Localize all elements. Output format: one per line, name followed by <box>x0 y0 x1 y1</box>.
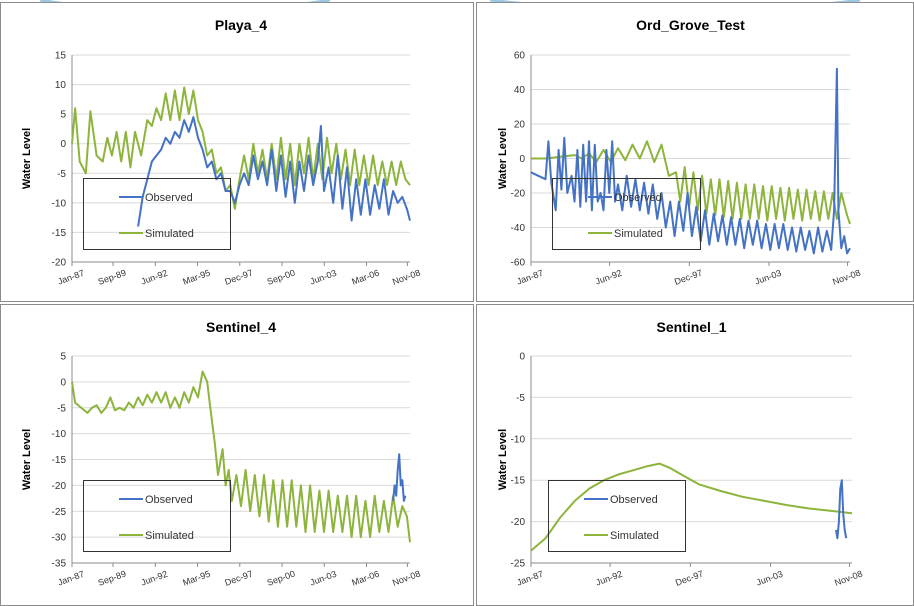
chart-panel-2: Ord_Grove_Test Water Level 60 40 20 0 -20 -40 -6… <box>476 2 914 302</box>
legend-label-observed: Observed <box>145 494 193 506</box>
legend-label-observed: Observed <box>145 192 193 204</box>
legend-label-observed: Observed <box>610 494 658 506</box>
y-tick-label: 60 <box>514 51 526 62</box>
y-axis-label: Water Level <box>497 128 509 189</box>
y-tick-label: 15 <box>55 51 67 62</box>
panel-border <box>0 2 474 302</box>
y-tick-label: -25 <box>511 559 526 570</box>
y-tick-label: 0 <box>519 154 525 165</box>
y-tick-label: -30 <box>52 533 67 544</box>
series-line-observed <box>835 479 848 540</box>
chart-title: Ord_Grove_Test <box>636 17 745 33</box>
y-tick-label: 20 <box>514 120 526 131</box>
series-line-simulated <box>71 86 411 210</box>
series-line-observed <box>530 67 851 255</box>
legend-box <box>83 480 231 552</box>
panel-border <box>476 2 914 302</box>
y-tick-label: 0 <box>60 139 66 150</box>
legend: Observed Simulated <box>83 480 231 552</box>
chart-title: Sentinel_4 <box>206 319 276 335</box>
y-tick-label: -5 <box>516 393 525 404</box>
y-tick-label: -10 <box>52 429 67 440</box>
y-tick-label: 5 <box>60 110 66 121</box>
legend-label-simulated: Simulated <box>610 530 659 542</box>
legend-box <box>83 178 231 250</box>
legend-label-observed: Observed <box>614 192 662 204</box>
series-line-simulated <box>531 140 851 225</box>
y-axis-label: Water Level <box>21 429 33 490</box>
y-tick-label: 0 <box>519 352 525 363</box>
y-tick-label: -20 <box>52 481 67 492</box>
chart-title: Playa_4 <box>215 17 267 33</box>
series-line-observed <box>392 453 407 502</box>
legend-box <box>548 480 686 552</box>
y-tick-label: -40 <box>511 223 526 234</box>
y-tick-label: -5 <box>57 169 66 180</box>
y-tick-label: -15 <box>511 476 526 487</box>
y-tick-label: -10 <box>511 434 526 445</box>
y-tick-label: -20 <box>511 189 526 200</box>
legend-box <box>552 178 701 250</box>
y-tick-label: -25 <box>52 507 67 518</box>
legend: Observed Simulated <box>548 480 686 552</box>
y-tick-label: -20 <box>52 258 67 269</box>
legend: Observed Simulated <box>83 178 231 250</box>
panel-border <box>476 304 914 606</box>
chart-panel-3: Sentinel_4 Water Level 5 0 -5 -10 -15 -20 -25 -30… <box>0 304 474 606</box>
y-tick-label: 10 <box>55 80 67 91</box>
y-tick-label: 40 <box>514 85 526 96</box>
chart-title: Sentinel_1 <box>656 319 726 335</box>
y-tick-label: -35 <box>52 559 67 570</box>
y-tick-label: -15 <box>52 228 67 239</box>
y-axis-label: Water Level <box>497 429 509 490</box>
legend: Observed Simulated <box>552 178 701 250</box>
legend-label-simulated: Simulated <box>145 228 194 240</box>
y-tick-label: -60 <box>511 258 526 269</box>
y-axis-label: Water Level <box>21 128 33 189</box>
y-tick-label: 0 <box>60 377 66 388</box>
series-line-observed <box>137 116 411 227</box>
panel-border <box>0 304 474 606</box>
y-tick-label: -10 <box>52 198 67 209</box>
y-tick-label: -20 <box>511 517 526 528</box>
legend-label-simulated: Simulated <box>145 530 194 542</box>
series-line-simulated <box>530 462 853 552</box>
y-tick-label: -5 <box>57 403 66 414</box>
legend-label-simulated: Simulated <box>614 228 663 240</box>
y-tick-label: -15 <box>52 455 67 466</box>
series-line-simulated <box>71 370 411 543</box>
y-tick-label: 5 <box>60 352 66 363</box>
